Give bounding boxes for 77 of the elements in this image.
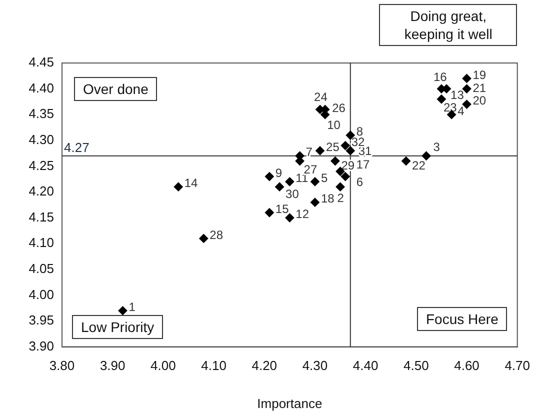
point [174, 182, 183, 192]
y-tick-label: 4.30 [28, 132, 54, 147]
point [462, 100, 472, 109]
annotation: Over done [74, 77, 158, 101]
x-tick-label: 4.00 [150, 358, 176, 374]
x-tick-label: 4.70 [504, 358, 530, 374]
text: Doing great, keeping it well [379, 4, 518, 46]
x-tick-label: 4.50 [404, 358, 429, 374]
point [462, 84, 472, 94]
x-axis-title: Importance [257, 396, 322, 411]
annotation: 28 [210, 228, 224, 242]
annotation: 12 [296, 207, 310, 222]
y-tick-label: 4.15 [28, 209, 54, 224]
annotation: 17 [356, 158, 370, 172]
annotation: 21 [472, 81, 486, 96]
point [402, 156, 411, 166]
point [462, 74, 472, 83]
y-tick-label: 4.20 [28, 184, 54, 199]
y-tick-label: 4.00 [28, 286, 54, 302]
x-tick-label: 3.90 [100, 358, 126, 374]
annotation: 3 [433, 140, 440, 154]
point [275, 182, 284, 192]
annotation: Focus Here [417, 306, 508, 331]
annotation: 4 [458, 104, 465, 118]
annotation: 24 [314, 90, 328, 104]
annotation: 7 [306, 145, 313, 160]
y-tick-label: 4.40 [28, 80, 54, 96]
point [340, 141, 350, 150]
y-tick-label: 4.25 [28, 158, 54, 173]
point [340, 172, 350, 182]
point [285, 177, 294, 186]
annotation: 1 [128, 300, 136, 314]
annotation: 23 [443, 100, 458, 114]
point [336, 182, 345, 192]
annotation: 25 [326, 140, 340, 154]
point [310, 198, 320, 207]
x-tick-label: 4.10 [201, 358, 226, 374]
annotation: 2 [337, 191, 344, 206]
point [316, 146, 325, 156]
y-tick-label: 4.10 [28, 235, 54, 250]
y-tick-label: 4.35 [28, 106, 54, 122]
x-tick-label: 4.20 [252, 358, 278, 374]
annotation: 26 [332, 100, 346, 115]
x-tick-label: 4.60 [454, 358, 480, 374]
point [346, 146, 355, 156]
point [264, 208, 274, 218]
annotation: 15 [275, 202, 290, 216]
x-tick-label: 4.30 [302, 358, 328, 374]
x-tick-label: 3.80 [49, 358, 75, 374]
y-tick-label: 3.95 [28, 312, 54, 328]
ref-line-label: 4.27 [64, 140, 90, 155]
annotation: 10 [327, 118, 341, 132]
point [422, 151, 431, 160]
annotation: 18 [320, 192, 335, 206]
annotation: 30 [286, 187, 300, 202]
point [436, 94, 446, 104]
point [118, 306, 128, 316]
point [310, 177, 320, 186]
annotation: 27 [304, 162, 318, 176]
annotation: 6 [356, 174, 364, 189]
annotation: 5 [320, 170, 328, 185]
annotation: 20 [472, 94, 486, 108]
annotation: 19 [472, 68, 486, 82]
annotation: 13 [450, 88, 464, 102]
point [199, 234, 208, 243]
annotation: 9 [275, 166, 282, 180]
y-tick-label: 3.90 [28, 338, 54, 354]
point [285, 213, 294, 222]
x-tick-label: 4.40 [352, 358, 378, 374]
y-tick-label: 4.05 [28, 260, 54, 276]
point [330, 156, 340, 166]
annotation: Low Priority [72, 314, 164, 339]
annotation: 22 [412, 158, 426, 172]
y-tick-label: 4.45 [28, 54, 54, 70]
annotation: 14 [184, 176, 198, 190]
point [264, 172, 274, 182]
annotation: 16 [433, 70, 448, 84]
